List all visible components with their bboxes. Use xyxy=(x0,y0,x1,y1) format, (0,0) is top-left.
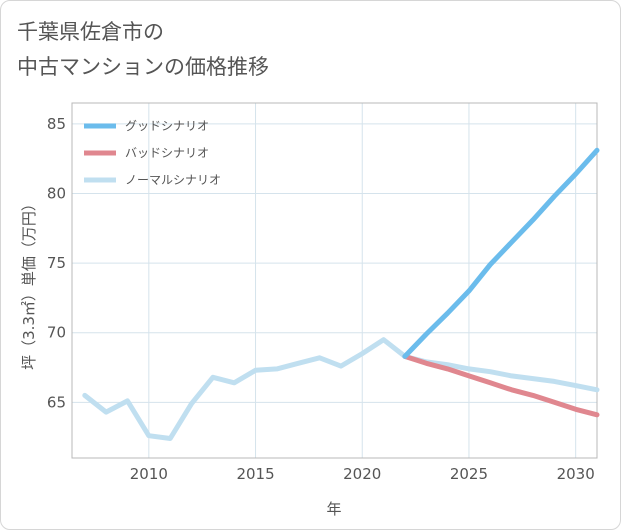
y-tick-label: 70 xyxy=(47,324,66,342)
y-axis-ticks: 65 70 75 80 85 xyxy=(47,115,66,411)
x-axis-ticks: 2010 2015 2020 2025 2030 xyxy=(130,465,595,483)
series-lines xyxy=(82,147,600,441)
plot-area-border xyxy=(71,102,598,459)
x-axis-title: 年 xyxy=(326,500,341,518)
chart-title-line-1: 千葉県佐倉市の xyxy=(17,20,164,44)
chart-title-line-2: 中古マンションの価格推移 xyxy=(17,55,269,79)
x-tick-label: 2010 xyxy=(130,465,168,483)
y-axis-title: 坪（3.3㎡）単価（万円） xyxy=(20,196,38,370)
legend-label-normal-scenario: ノーマルシナリオ xyxy=(125,173,221,187)
y-tick-label: 85 xyxy=(47,115,66,133)
bad-scenario-line xyxy=(402,353,600,418)
legend-label-bad-scenario: バッドシナリオ xyxy=(125,146,209,160)
x-tick-label: 2015 xyxy=(236,465,274,483)
chart-title: 千葉県佐倉市の 中古マンションの価格推移 xyxy=(17,15,269,85)
x-tick-label: 2025 xyxy=(450,465,488,483)
legend-label-good-scenario: グッドシナリオ xyxy=(125,119,209,133)
good-scenario-line xyxy=(402,147,600,359)
y-tick-label: 80 xyxy=(47,184,66,202)
normal-scenario-line xyxy=(82,337,600,441)
x-tick-label: 2020 xyxy=(343,465,381,483)
x-tick-label: 2030 xyxy=(557,465,595,483)
y-tick-label: 65 xyxy=(47,393,66,411)
grid-lines xyxy=(72,103,597,458)
y-tick-label: 75 xyxy=(47,254,66,272)
